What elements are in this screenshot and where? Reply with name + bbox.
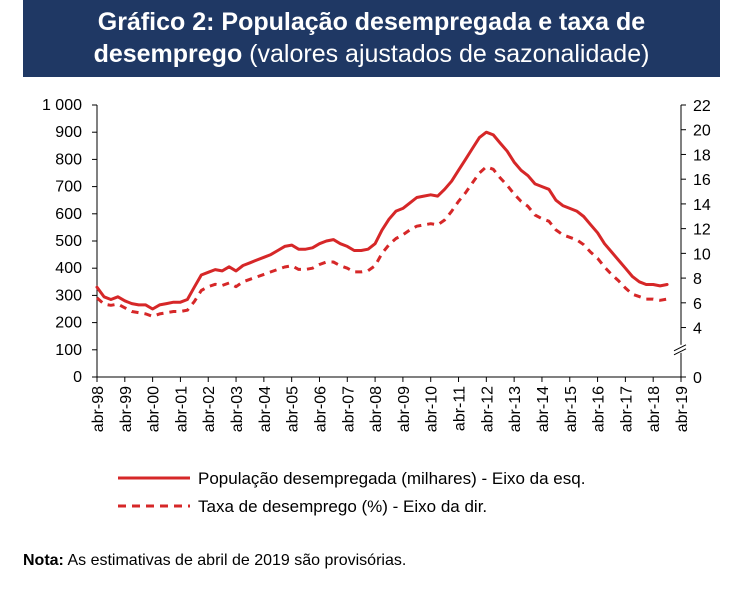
x-tick-label: abr-00 — [146, 386, 163, 432]
x-tick-label: abr-04 — [257, 386, 274, 432]
series-line-unemployment-rate — [96, 165, 668, 318]
right-y-tick-label: 12 — [693, 222, 711, 239]
x-tick-label: abr-15 — [563, 386, 580, 432]
x-tick-label: abr-02 — [201, 386, 218, 432]
right-axis-break-mark — [673, 344, 687, 352]
chart-title-line2-rest: (valores ajustados de sazonalidade) — [242, 40, 650, 68]
left-y-tick-label: 0 — [73, 369, 82, 386]
legend-label: População desempregada (milhares) - Eixo… — [198, 469, 585, 488]
x-tick-label: abr-98 — [90, 386, 107, 432]
right-y-tick-label: 16 — [693, 172, 711, 189]
left-y-tick-label: 400 — [55, 260, 82, 277]
right-y-tick-label: 14 — [693, 197, 711, 214]
chart-title-banner: Gráfico 2: População desempregada e taxa… — [23, 0, 720, 77]
chart-area: 0 100 200 300 400 500 600 700 800 900 1 000 0 4 6 8 10 1… — [0, 85, 744, 535]
line-chart: 0 100 200 300 400 500 600 700 800 900 1 000 0 4 6 8 10 1… — [42, 97, 711, 516]
x-tick-label: abr-10 — [424, 386, 441, 432]
right-axis-break-gap — [675, 344, 687, 353]
series-line-unemployed-population — [95, 130, 669, 311]
x-tick-label: abr-05 — [285, 386, 302, 432]
right-y-tick-label: 20 — [693, 123, 711, 140]
left-y-tick-label: 200 — [55, 315, 82, 332]
right-y-tick-label: 4 — [693, 321, 702, 338]
left-y-tick-label: 600 — [55, 206, 82, 223]
x-tick-label: abr-03 — [229, 386, 246, 432]
left-y-tick-label: 500 — [55, 233, 82, 250]
x-tick-label: abr-99 — [118, 386, 135, 432]
x-tick-label: abr-17 — [618, 386, 635, 432]
right-axis-break-mark — [673, 348, 687, 356]
right-y-tick-label: 18 — [693, 147, 711, 164]
x-tick-label: abr-18 — [646, 386, 663, 432]
right-y-tick-label: 6 — [693, 296, 702, 313]
footnote-text: As estimativas de abril de 2019 são prov… — [63, 552, 407, 569]
x-tick-label: abr-06 — [312, 386, 329, 432]
left-y-tick-label: 800 — [55, 151, 82, 168]
chart-title-line1: Gráfico 2: População desempregada e taxa… — [97, 8, 646, 36]
footnote-label: Nota: — [23, 552, 64, 569]
right-y-tick-label: 22 — [693, 98, 711, 115]
x-tick-label: abr-01 — [173, 386, 190, 432]
chart-title-line2: desemprego (valores ajustados de sazonal… — [23, 38, 720, 70]
right-y-tick-label: 10 — [693, 246, 711, 263]
x-tick-label: abr-08 — [368, 386, 385, 432]
x-tick-label: abr-14 — [535, 386, 552, 432]
x-tick-label: abr-07 — [340, 386, 357, 432]
chart-title-line2-bold: desemprego — [93, 40, 243, 68]
x-tick-label: abr-19 — [674, 386, 691, 432]
x-tick-label: abr-09 — [396, 386, 413, 432]
footnote: Nota: As estimativas de abril de 2019 sã… — [23, 552, 406, 570]
right-y-tick-label: 8 — [693, 271, 702, 288]
right-y-tick-label: 0 — [693, 370, 702, 387]
x-tick-label: abr-11 — [452, 386, 469, 431]
left-y-tick-label: 900 — [55, 124, 82, 141]
legend-label: Taxa de desemprego (%) - Eixo da dir. — [198, 497, 487, 516]
left-y-tick-label: 1 000 — [42, 97, 82, 114]
left-y-tick-label: 100 — [55, 342, 82, 359]
left-y-tick-label: 300 — [55, 287, 82, 304]
left-y-tick-label: 700 — [55, 179, 82, 196]
x-tick-label: abr-16 — [591, 386, 608, 432]
x-tick-label: abr-12 — [479, 386, 496, 432]
x-tick-label: abr-13 — [507, 386, 524, 432]
